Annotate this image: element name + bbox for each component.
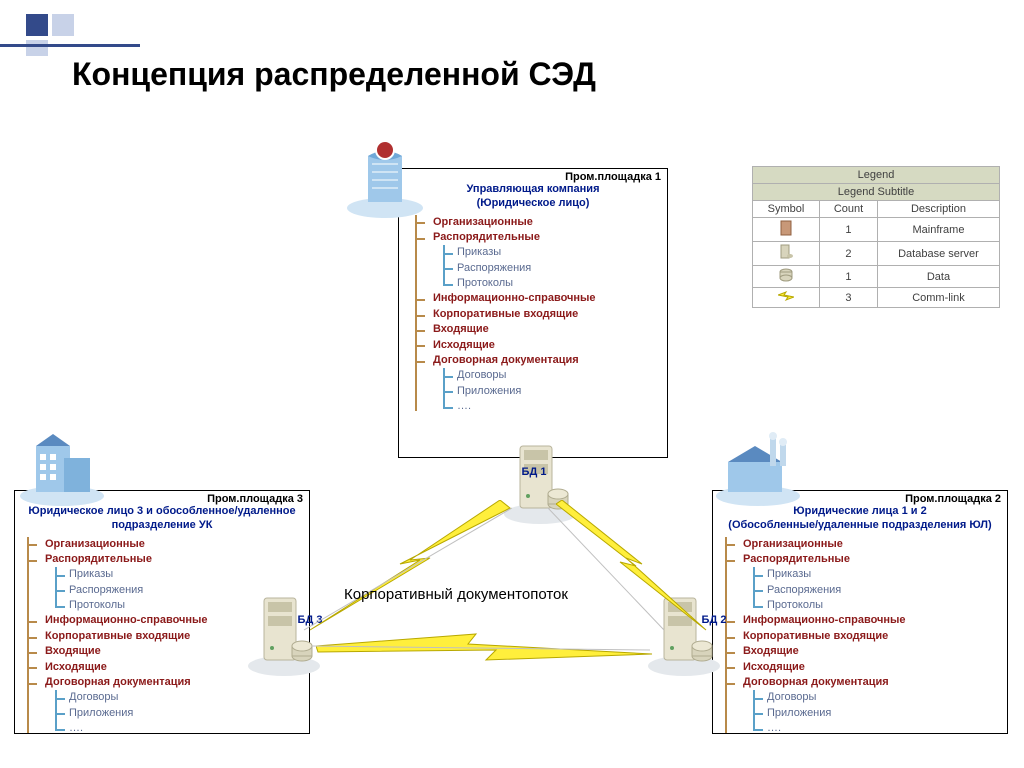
doc-subcategory: Договоры [35, 690, 309, 705]
doc-category: Распорядительные [733, 552, 1007, 567]
db3-server-icon [244, 588, 316, 683]
doc-category: Распорядительные [35, 552, 309, 567]
doc-category: Входящие [733, 644, 1007, 659]
doc-category: Исходящие [733, 660, 1007, 675]
doc-subcategory: …. [423, 399, 667, 414]
doc-category: Корпоративные входящие [733, 629, 1007, 644]
doc-subcategory: Приложения [733, 706, 1007, 721]
doc-subcategory: Приложения [423, 384, 667, 399]
doc-subcategory: Протоколы [423, 276, 667, 291]
doc-category: Договорная документация [733, 675, 1007, 690]
legend-subtitle: Legend Subtitle [753, 184, 1000, 201]
db2-label: БД 2 [694, 614, 734, 626]
site1-doc-tree: ОрганизационныеРаспорядительныеПриказыРа… [409, 215, 667, 415]
legend-table: Legend Legend Subtitle Symbol Count Desc… [752, 166, 1000, 308]
site1-sub: Управляющая компания(Юридическое лицо) [399, 183, 667, 215]
doc-subcategory: Распоряжения [423, 261, 667, 276]
db3-label: БД 3 [290, 614, 330, 626]
doc-category: Организационные [733, 537, 1007, 552]
db1-label: БД 1 [514, 466, 554, 478]
doc-subcategory: …. [35, 721, 309, 736]
doc-subcategory: Протоколы [733, 598, 1007, 613]
legend-title: Legend [753, 167, 1000, 184]
site2-sub: Юридические лица 1 и 2(Обособленные/удал… [713, 505, 1007, 537]
legend-col-desc: Description [877, 201, 999, 218]
slide-corner-deco [0, 0, 140, 56]
legend-row: 1Mainframe [753, 218, 1000, 242]
doc-subcategory: Приказы [35, 567, 309, 582]
doc-subcategory: Договоры [733, 690, 1007, 705]
site2-doc-tree: ОрганизационныеРаспорядительныеПриказыРа… [719, 537, 1007, 737]
db1-server-icon [500, 436, 572, 531]
doc-category: Входящие [423, 322, 667, 337]
commlink-db3-db2 [316, 630, 656, 670]
flow-label: Корпоративный документопоток [344, 586, 568, 603]
commlink-db1-db3 [300, 500, 520, 640]
doc-subcategory: Приказы [733, 567, 1007, 582]
doc-category: Корпоративные входящие [423, 307, 667, 322]
doc-category: Договорная документация [423, 353, 667, 368]
legend-col-symbol: Symbol [753, 201, 820, 218]
site1-header: Пром.площадка 1 [399, 169, 667, 183]
site2-building-icon [710, 428, 806, 508]
doc-subcategory: Распоряжения [733, 583, 1007, 598]
page-title: Концепция распределенной СЭД [72, 56, 596, 93]
doc-category: Организационные [35, 537, 309, 552]
db2-server-icon [644, 588, 716, 683]
doc-subcategory: Договоры [423, 368, 667, 383]
site1-box: Пром.площадка 1 Управляющая компания(Юри… [398, 168, 668, 458]
doc-subcategory: Приказы [423, 245, 667, 260]
hq-building-icon [340, 136, 430, 220]
doc-subcategory: Приложения [35, 706, 309, 721]
site2-box: Пром.площадка 2 Юридические лица 1 и 2(О… [712, 490, 1008, 734]
legend-col-count: Count [820, 201, 878, 218]
site3-building-icon [14, 428, 110, 508]
site3-sub: Юридическое лицо 3 и обособленное/удален… [15, 505, 309, 537]
doc-category: Распорядительные [423, 230, 667, 245]
legend-row: 1Data [753, 266, 1000, 288]
doc-category: Информационно-справочные [423, 291, 667, 306]
doc-category: Организационные [423, 215, 667, 230]
doc-subcategory: …. [733, 721, 1007, 736]
doc-category: Исходящие [423, 338, 667, 353]
doc-category: Информационно-справочные [733, 613, 1007, 628]
legend-row: 2Database server [753, 242, 1000, 266]
legend-row: 3Comm-link [753, 288, 1000, 308]
